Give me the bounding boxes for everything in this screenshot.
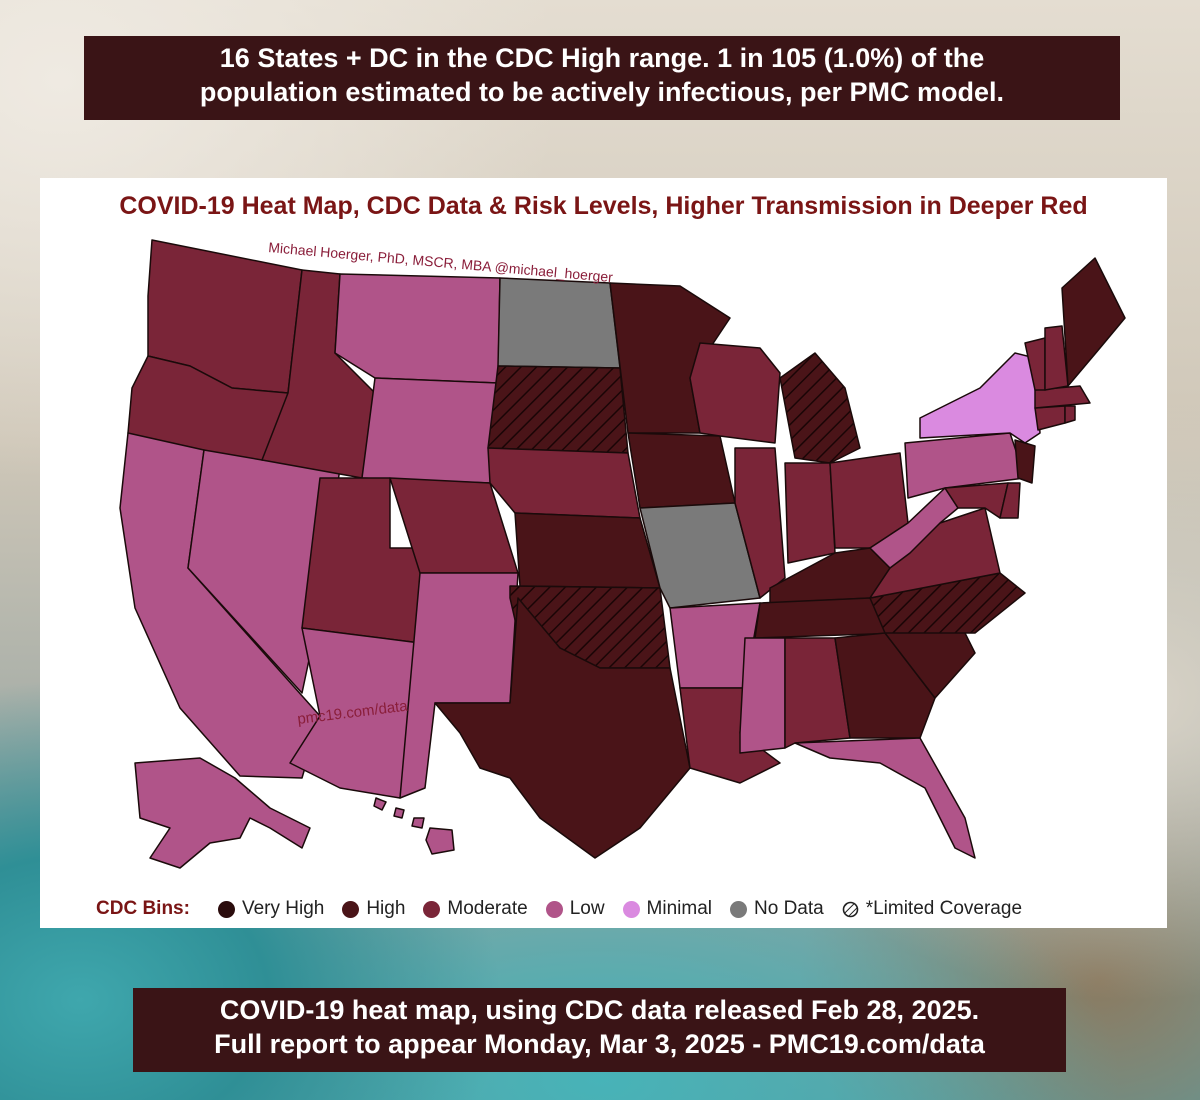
state-mississippi bbox=[739, 637, 786, 754]
state-maine bbox=[1061, 257, 1126, 387]
headline-line-2: population estimated to be actively infe… bbox=[199, 76, 1005, 107]
state-delaware bbox=[999, 482, 1021, 519]
state-alaska bbox=[134, 757, 311, 869]
legend-item-very-high: Very High bbox=[217, 898, 325, 920]
caption-line-1: COVID-19 heat map, using CDC data releas… bbox=[219, 995, 980, 1025]
map-title: COVID-19 Heat Map, CDC Data & Risk Level… bbox=[119, 192, 1088, 220]
state-connecticut bbox=[1034, 405, 1066, 431]
legend-item-limited-coverage: *Limited Coverage bbox=[842, 898, 1022, 920]
legend-label: Minimal bbox=[646, 898, 712, 919]
legend-label: Moderate bbox=[447, 898, 528, 919]
headline-banner: 16 States + DC in the CDC High range. 1 … bbox=[84, 36, 1120, 120]
legend: CDC Bins: Very High High Moderate Low Mi… bbox=[96, 896, 1040, 922]
state-maryland bbox=[944, 482, 1009, 519]
state-north-dakota bbox=[497, 277, 621, 369]
caption-line-2: Full report to appear Monday, Mar 3, 202… bbox=[214, 1028, 985, 1059]
state-new-jersey bbox=[1014, 439, 1036, 484]
circle-icon bbox=[622, 900, 640, 918]
state-rhode-island bbox=[1064, 405, 1076, 424]
headline-line-1: 16 States + DC in the CDC High range. 1 … bbox=[219, 43, 985, 73]
state-iowa bbox=[627, 432, 736, 509]
legend-label: Low bbox=[569, 898, 605, 919]
legend-title: CDC Bins: bbox=[96, 898, 190, 919]
hatched-circle-icon bbox=[842, 901, 859, 917]
state-south-dakota bbox=[487, 365, 629, 454]
legend-label: *Limited Coverage bbox=[865, 898, 1023, 919]
map-panel: Michael Hoerger, PhD, MSCR, MBA @michael… bbox=[40, 178, 1167, 928]
state-wisconsin bbox=[689, 342, 781, 444]
circle-icon bbox=[545, 900, 563, 918]
circle-icon bbox=[423, 900, 441, 918]
legend-item-low: Low bbox=[545, 898, 605, 920]
legend-label: Very High bbox=[241, 898, 325, 919]
legend-label: High bbox=[366, 898, 406, 919]
circle-icon bbox=[342, 900, 360, 918]
state-indiana bbox=[784, 462, 836, 564]
legend-item-moderate: Moderate bbox=[423, 898, 528, 920]
state-wyoming bbox=[361, 377, 499, 484]
state-new-york bbox=[919, 352, 1041, 444]
us-heat-map: Michael Hoerger, PhD, MSCR, MBA @michael… bbox=[119, 239, 1126, 869]
state-kansas bbox=[514, 512, 661, 589]
state-florida bbox=[794, 737, 976, 859]
caption-banner: COVID-19 heat map, using CDC data releas… bbox=[133, 988, 1066, 1072]
state-michigan bbox=[779, 352, 861, 464]
state-massachusetts bbox=[1034, 385, 1091, 409]
circle-icon bbox=[730, 900, 747, 918]
circle-icon bbox=[217, 900, 235, 918]
state-alabama bbox=[784, 637, 851, 749]
legend-label: No Data bbox=[754, 898, 824, 919]
state-nebraska bbox=[487, 447, 641, 519]
state-montana bbox=[334, 273, 501, 384]
state-missouri bbox=[639, 502, 761, 609]
legend-item-minimal: Minimal bbox=[622, 898, 712, 920]
legend-item-high: High bbox=[342, 898, 405, 920]
state-texas bbox=[434, 597, 691, 859]
legend-item-no-data: No Data bbox=[730, 898, 824, 920]
state-georgia bbox=[834, 632, 936, 739]
state-hawaii bbox=[373, 797, 455, 855]
